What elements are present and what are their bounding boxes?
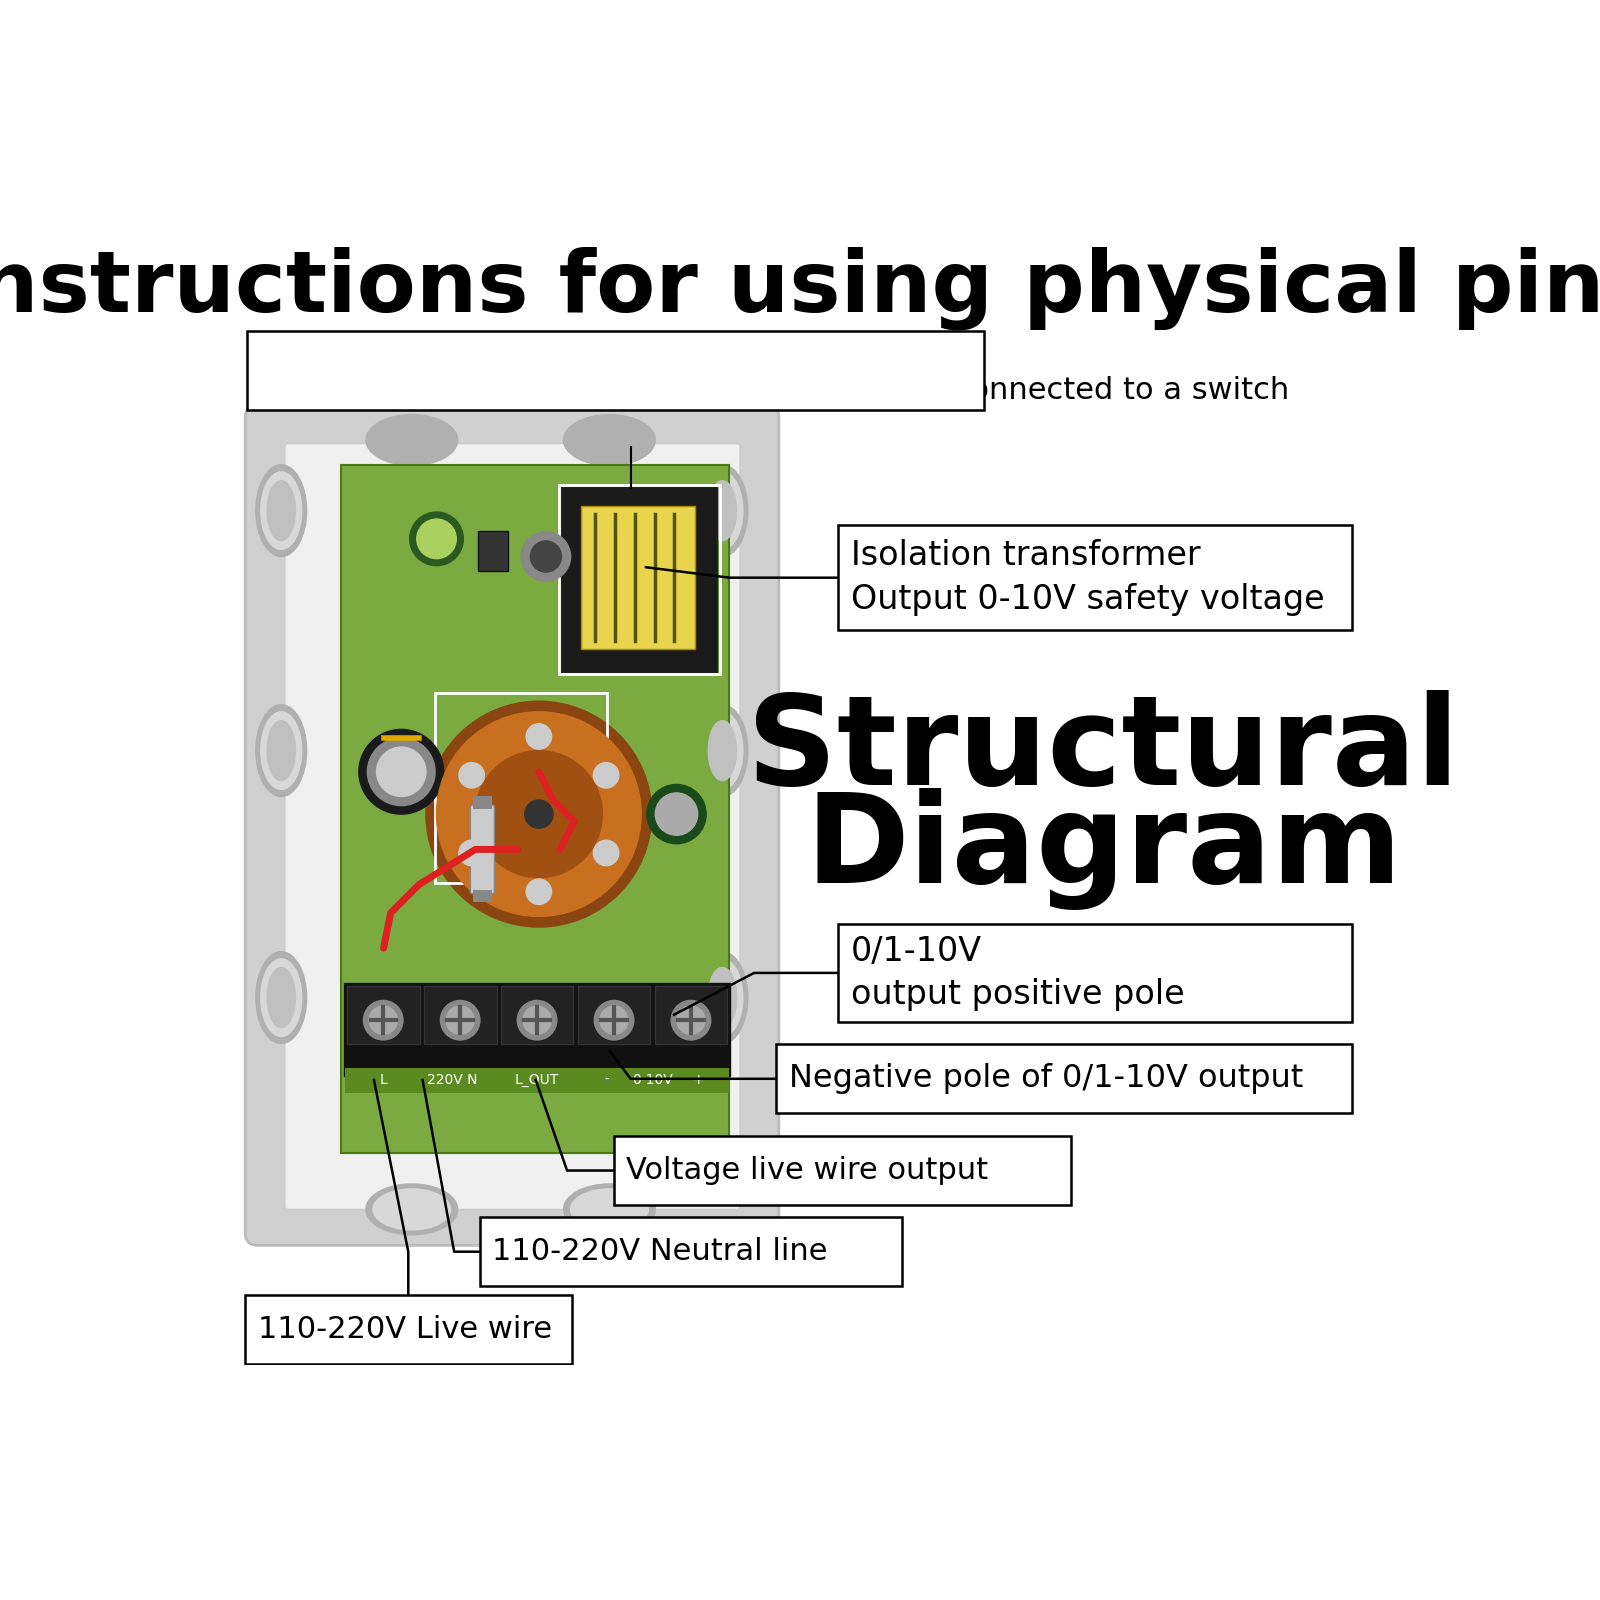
Ellipse shape	[261, 958, 302, 1037]
Ellipse shape	[261, 712, 302, 789]
Ellipse shape	[267, 968, 296, 1027]
Circle shape	[440, 1000, 480, 1040]
Circle shape	[475, 750, 602, 878]
Text: L_OUT: L_OUT	[515, 1074, 560, 1086]
FancyBboxPatch shape	[245, 405, 779, 1245]
FancyBboxPatch shape	[285, 443, 741, 1210]
Ellipse shape	[267, 720, 296, 781]
FancyBboxPatch shape	[838, 925, 1352, 1022]
FancyBboxPatch shape	[472, 797, 493, 810]
Ellipse shape	[702, 958, 742, 1037]
FancyBboxPatch shape	[578, 986, 650, 1045]
Ellipse shape	[702, 712, 742, 789]
Circle shape	[368, 738, 435, 806]
Ellipse shape	[709, 480, 736, 541]
Text: -: -	[603, 1074, 608, 1086]
Circle shape	[446, 1006, 474, 1034]
Circle shape	[526, 723, 552, 749]
Text: 220V N: 220V N	[427, 1074, 478, 1086]
Text: Voltage live wire output: Voltage live wire output	[626, 1157, 989, 1186]
Text: Structural: Structural	[747, 690, 1459, 811]
FancyBboxPatch shape	[470, 805, 494, 894]
Circle shape	[594, 1000, 634, 1040]
Ellipse shape	[267, 480, 296, 541]
Ellipse shape	[256, 464, 307, 557]
FancyBboxPatch shape	[344, 982, 730, 1075]
Text: 0/1-10V
output positive pole: 0/1-10V output positive pole	[851, 934, 1184, 1011]
Ellipse shape	[563, 414, 656, 466]
FancyBboxPatch shape	[501, 986, 573, 1045]
FancyBboxPatch shape	[246, 331, 984, 411]
Circle shape	[437, 712, 642, 917]
FancyBboxPatch shape	[776, 1045, 1352, 1114]
FancyBboxPatch shape	[341, 466, 728, 1154]
Ellipse shape	[563, 1184, 656, 1235]
Ellipse shape	[698, 704, 747, 797]
Text: +: +	[693, 1074, 704, 1086]
Text: Potentiometer with switch function: Potentiometer with switch function	[256, 342, 789, 371]
Circle shape	[656, 794, 698, 835]
Text: Instructions for using physical pins: Instructions for using physical pins	[0, 246, 1600, 330]
Ellipse shape	[709, 720, 736, 781]
Circle shape	[526, 878, 552, 904]
Ellipse shape	[366, 414, 458, 466]
Circle shape	[370, 1006, 397, 1034]
Circle shape	[410, 512, 464, 566]
Text: This way, the LED driver does not need to be connected to a switch: This way, the LED driver does not need t…	[256, 376, 1290, 405]
Ellipse shape	[698, 464, 747, 557]
Circle shape	[416, 518, 456, 558]
Ellipse shape	[709, 968, 736, 1027]
Circle shape	[600, 1006, 629, 1034]
FancyBboxPatch shape	[245, 1294, 573, 1363]
Circle shape	[670, 1000, 710, 1040]
Circle shape	[530, 541, 562, 573]
FancyBboxPatch shape	[480, 1218, 902, 1286]
Circle shape	[376, 747, 426, 797]
Text: Negative pole of 0/1-10V output: Negative pole of 0/1-10V output	[789, 1064, 1302, 1094]
Text: L: L	[379, 1074, 387, 1086]
FancyBboxPatch shape	[424, 986, 496, 1045]
Circle shape	[426, 701, 651, 926]
Ellipse shape	[702, 472, 742, 549]
Text: 110-220V Neutral line: 110-220V Neutral line	[493, 1237, 827, 1266]
FancyBboxPatch shape	[560, 486, 717, 672]
Circle shape	[522, 531, 571, 581]
Ellipse shape	[571, 1189, 648, 1230]
FancyBboxPatch shape	[344, 1069, 730, 1093]
Circle shape	[646, 784, 706, 843]
Circle shape	[523, 1006, 552, 1034]
Circle shape	[363, 1000, 403, 1040]
FancyBboxPatch shape	[581, 506, 694, 650]
Ellipse shape	[256, 952, 307, 1043]
Text: Diagram: Diagram	[805, 789, 1402, 910]
Text: 110-220V Live wire: 110-220V Live wire	[258, 1315, 552, 1344]
Text: 0-10V: 0-10V	[632, 1074, 674, 1086]
FancyBboxPatch shape	[614, 1136, 1070, 1205]
Circle shape	[525, 800, 554, 829]
Ellipse shape	[373, 1189, 451, 1230]
Ellipse shape	[366, 1184, 458, 1235]
FancyBboxPatch shape	[478, 531, 507, 571]
Circle shape	[459, 763, 485, 789]
FancyBboxPatch shape	[472, 890, 493, 902]
FancyBboxPatch shape	[347, 986, 419, 1045]
Ellipse shape	[698, 952, 747, 1043]
Circle shape	[677, 1006, 706, 1034]
Ellipse shape	[256, 704, 307, 797]
Circle shape	[459, 840, 485, 866]
Text: Isolation transformer
Output 0-10V safety voltage: Isolation transformer Output 0-10V safet…	[851, 539, 1325, 616]
FancyBboxPatch shape	[654, 986, 728, 1045]
Circle shape	[594, 763, 619, 789]
Circle shape	[358, 730, 443, 814]
Circle shape	[594, 840, 619, 866]
FancyBboxPatch shape	[838, 525, 1352, 630]
Ellipse shape	[261, 472, 302, 549]
Circle shape	[517, 1000, 557, 1040]
